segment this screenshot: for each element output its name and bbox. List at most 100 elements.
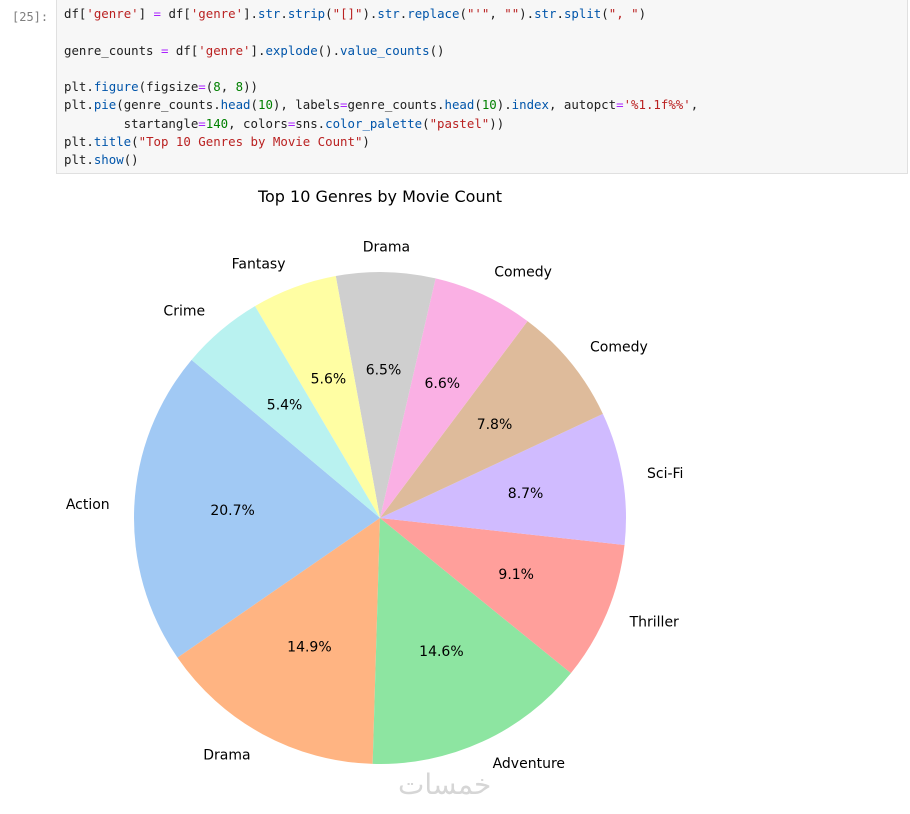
- code-line: plt.figure(figsize=(8, 8)): [64, 78, 907, 96]
- slice-percent-label: 6.6%: [425, 376, 461, 392]
- code-token: 8: [213, 79, 221, 95]
- pie-slices: [133, 272, 626, 764]
- code-token: value_counts: [340, 42, 430, 58]
- code-token: head: [444, 97, 475, 113]
- code-token: "Top 10 Genres by Movie Count": [138, 134, 363, 150]
- code-token: 140: [205, 115, 229, 131]
- code-token: replace: [407, 6, 460, 21]
- slice-category-label: Comedy: [590, 339, 648, 355]
- code-token: str: [534, 6, 557, 21]
- code-line: genre_counts = df['genre'].explode().val…: [64, 42, 907, 60]
- code-token: =: [198, 79, 206, 95]
- code-token: ,: [489, 6, 505, 21]
- slice-percent-label: 7.8%: [477, 417, 513, 433]
- code-token: ]: [138, 6, 154, 21]
- slice-percent-label: 6.5%: [366, 362, 402, 378]
- code-token: sns.: [295, 115, 326, 131]
- code-token: ).: [362, 6, 378, 21]
- pie-slice-7: [335, 272, 436, 518]
- pie-slice-1: [177, 518, 380, 764]
- slice-category-label: Thriller: [629, 614, 679, 630]
- pie-slice-8: [255, 276, 380, 518]
- pie-labels: 20.7% Action 14.9% Drama 14.6% Adventure 9.1% T…: [66, 240, 684, 773]
- code-token: title: [93, 134, 132, 150]
- cell-output: Top 10 Genres by Movie Count 20.7% Action…: [56, 176, 910, 810]
- code-token: startangle: [64, 115, 199, 131]
- code-token: =: [160, 42, 169, 58]
- code-token: (): [123, 152, 139, 168]
- code-token: genre_counts.: [347, 97, 445, 113]
- pie-chart: Top 10 Genres by Movie Count 20.7% Action…: [66, 187, 684, 773]
- code-token: ", ": [608, 6, 639, 21]
- code-token: strip: [287, 6, 326, 21]
- slice-percent-label: 14.6%: [419, 644, 463, 660]
- code-line: [64, 60, 907, 78]
- code-token: =: [287, 115, 296, 131]
- code-token: ].: [243, 6, 258, 21]
- code-token: df[: [168, 42, 199, 58]
- slice-percent-label: 20.7%: [210, 503, 254, 519]
- code-token: show: [93, 152, 124, 168]
- code-token: color_palette: [325, 115, 423, 131]
- pie-slice-4: [380, 413, 626, 546]
- code-token: '%1.1f%%': [623, 97, 691, 113]
- pie-slice-9: [191, 306, 380, 518]
- code-token: , autopct: [548, 97, 617, 113]
- code-token: (: [601, 6, 609, 21]
- code-token: (: [325, 6, 333, 21]
- watermark-logo: خمسات: [398, 768, 492, 801]
- slice-category-label: Adventure: [493, 756, 565, 772]
- code-line: plt.show(): [64, 151, 907, 169]
- code-line: df['genre'] = df['genre'].str.strip("[]"…: [64, 5, 907, 23]
- code-token: (: [474, 97, 482, 113]
- code-token: (: [250, 97, 258, 113]
- code-token: .: [556, 6, 564, 21]
- code-line: startangle=140, colors=sns.color_palette…: [64, 115, 907, 133]
- code-token: ): [638, 6, 647, 21]
- code-token: "[]": [332, 6, 363, 21]
- slice-percent-label: 8.7%: [508, 486, 544, 502]
- code-token: .: [399, 6, 408, 21]
- code-token: =: [198, 115, 206, 131]
- slice-category-label: Fantasy: [232, 257, 286, 273]
- code-token: index: [511, 97, 549, 113]
- code-token: )): [243, 79, 259, 95]
- code-token: df[: [64, 6, 87, 21]
- code-token: 10: [481, 97, 497, 113]
- code-token: plt.: [64, 152, 94, 168]
- code-token: genre_counts: [64, 42, 161, 58]
- slice-percent-label: 5.6%: [311, 372, 347, 388]
- code-token: 'genre': [86, 6, 139, 21]
- code-token: "'": [466, 6, 490, 21]
- code-token: figure: [93, 79, 139, 95]
- code-token: ,: [220, 79, 236, 95]
- code-token: =: [340, 97, 348, 113]
- code-token: head: [220, 97, 251, 113]
- code-token: plt.: [64, 79, 94, 95]
- code-token: .: [280, 6, 288, 21]
- code-token: plt.: [64, 97, 94, 113]
- pie-slice-5: [380, 321, 603, 518]
- code-token: split: [563, 6, 602, 21]
- slice-category-label: Action: [66, 497, 110, 513]
- code-token: ).: [519, 6, 535, 21]
- code-token: explode: [265, 42, 318, 58]
- code-token: (): [429, 42, 445, 58]
- code-token: (: [131, 134, 139, 150]
- code-token: 'genre': [198, 42, 251, 58]
- pie-slice-6: [380, 278, 528, 518]
- code-editor[interactable]: df['genre'] = df['genre'].str.strip("[]"…: [57, 0, 907, 170]
- code-token: ).: [496, 97, 512, 113]
- code-token: str: [257, 6, 281, 21]
- code-token: 'genre': [190, 6, 244, 21]
- code-cell[interactable]: df['genre'] = df['genre'].str.strip("[]"…: [56, 0, 908, 174]
- code-token: )): [489, 115, 505, 131]
- code-token: ].: [250, 42, 266, 58]
- code-token: (genre_counts.: [116, 97, 221, 113]
- pie-slice-2: [372, 518, 571, 764]
- code-token: =: [153, 6, 161, 21]
- code-token: str: [377, 6, 400, 21]
- pie-slice-3: [380, 518, 625, 674]
- code-token: , colors: [228, 115, 288, 131]
- slice-category-label: Sci-Fi: [647, 466, 683, 482]
